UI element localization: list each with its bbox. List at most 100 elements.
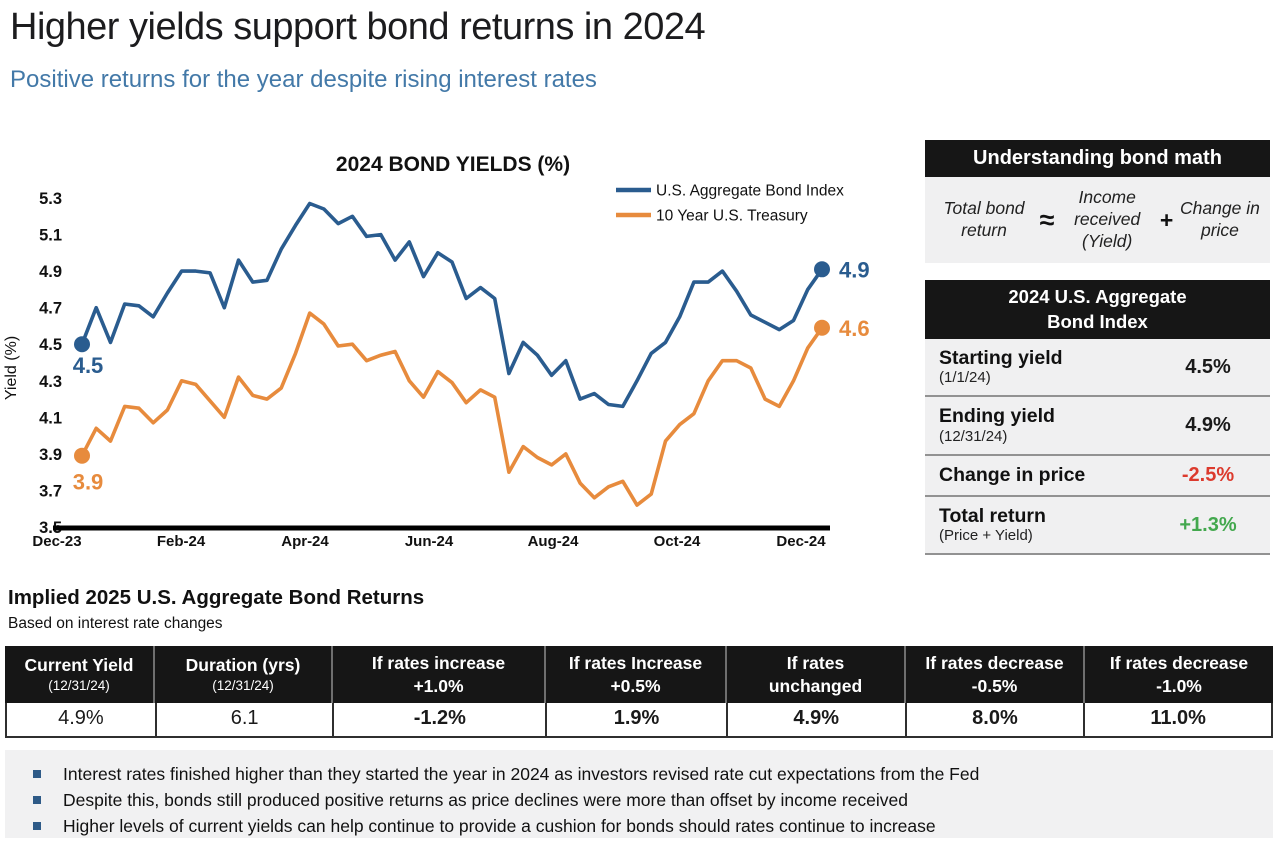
table-header-cell: Current Yield (12/31/24) [5,646,155,703]
summary-row-label: Change in price [939,464,1086,487]
summary-row-label: Starting yield [939,347,1063,369]
bullet-text: Despite this, bonds still produced posit… [63,789,908,810]
y-axis-title: Yield (%) [3,336,20,400]
series-start-dot [74,336,90,353]
table-value-cell: 6.1 [156,703,335,736]
legend-label: U.S. Aggregate Bond Index [656,183,844,200]
series-line-treasury [80,311,824,507]
key-takeaways: Interest rates finished higher than they… [5,750,1273,838]
y-tick-label: 4.5 [39,336,62,354]
x-tick-label: Apr-24 [281,533,329,550]
bullet-square-icon [33,769,41,778]
y-tick-label: 4.9 [39,263,62,281]
y-tick-label: 3.5 [39,519,62,537]
bond-math-formula: Total bond return ≈ Income received (Yie… [925,177,1270,263]
series-start-value-label: 4.5 [73,353,104,378]
table-header-cell: If rates Increase +0.5% [546,646,727,703]
summary-rows: Starting yield (1/1/24) 4.5% Ending yield (1… [925,339,1270,556]
header-line2: +1.0% [413,675,464,696]
header-line2: unchanged [768,675,863,696]
aggregate-index-summary-panel: 2024 U.S. Aggregate Bond Index Starting … [925,280,1270,556]
x-tick-label: Dec-24 [776,533,826,550]
header-line2: -0.5% [971,675,1018,696]
summary-row-label: Total return [939,504,1046,527]
table-value-cell: -1.2% [334,703,548,736]
table-header-cell: Duration (yrs) (12/31/24) [155,646,333,703]
bond-yields-chart: 2024 BOND YIELDS (%) 3.5 3.7 3.9 4.1 4.3 4.5 4.… [3,153,870,550]
x-tick-label: Aug-24 [528,533,579,550]
series-end-value-label: 4.9 [839,257,870,282]
table-header-cell: If rates increase +1.0% [333,646,546,703]
page-title: Higher yields support bond returns in 20… [10,6,706,48]
series-end-dot [814,319,830,336]
header-line2: -1.0% [1156,675,1202,696]
header-line1: If rates decrease [925,652,1064,673]
y-tick-label: 4.1 [39,409,62,427]
plus-symbol: + [1159,206,1174,233]
table-header-cell: If rates decrease -0.5% [906,646,1085,703]
summary-row: Change in price -2.5% [925,455,1270,497]
header-line1: Current Yield [24,655,134,676]
formula-term-price-change: Change in price [1180,198,1260,240]
table-value-cell: 1.9% [547,703,728,736]
header-line1: If rates [786,652,845,673]
series-start-dot [74,447,90,464]
summary-row: Ending yield (12/31/24) 4.9% [925,397,1270,456]
summary-row-value: -2.5% [1181,463,1235,486]
y-tick-label: 3.7 [39,482,62,500]
table-value-cell: 4.9% [727,703,907,736]
y-tick-label: 5.1 [39,227,62,245]
x-tick-label: Feb-24 [157,533,206,550]
bullet-item: Higher levels of current yields can help… [5,813,1273,839]
header-line2: +0.5% [610,675,661,696]
y-tick-label: 4.7 [39,300,62,318]
implied-returns-subtitle: Based on interest rate changes [8,615,223,632]
bullet-square-icon [33,795,41,804]
series-end-dot [814,261,830,278]
summary-row-value: +1.3% [1179,513,1237,536]
page-subtitle: Positive returns for the year despite ri… [10,66,597,93]
header-line1: If rates decrease [1109,652,1249,673]
summary-row-sublabel: (Price + Yield) [939,527,1033,545]
formula-term-income: Income received (Yield) [1074,187,1141,251]
x-tick-label: Jun-24 [405,533,454,550]
summary-row-value: 4.9% [1185,414,1231,437]
formula-term-total-return: Total bond return [943,198,1025,240]
summary-row: Total return (Price + Yield) +1.3% [925,496,1270,556]
table-value-cell: 4.9% [7,703,157,736]
y-tick-label: 5.3 [39,190,62,208]
table-value-cell: 11.0% [1085,703,1273,736]
summary-row-sublabel: (1/1/24) [939,369,991,387]
legend-label: 10 Year U.S. Treasury [656,208,808,225]
series-start-value-label: 3.9 [73,470,104,495]
implied-returns-title: Implied 2025 U.S. Aggregate Bond Returns [8,586,425,609]
table-header-cell: If rates unchanged [727,646,906,703]
implied-returns-table: Current Yield (12/31/24) Duration (yrs) (12… [5,646,1273,738]
summary-row-label: Ending yield [939,405,1055,428]
table-header-cell: If rates decrease -1.0% [1085,646,1273,703]
summary-row: Starting yield (1/1/24) 4.5% [925,339,1270,398]
header-line1: Duration (yrs) [185,655,301,676]
approx-equals-symbol: ≈ [1039,204,1055,235]
bond-math-panel: Understanding bond math Total bond retur… [925,140,1270,263]
bullet-text: Higher levels of current yields can help… [63,815,936,836]
header-line1: If rates increase [371,652,506,673]
series-line-aggregate [80,201,824,409]
table-value-cell: 8.0% [906,703,1086,736]
bullet-item: Despite this, bonds still produced posit… [5,787,1273,813]
x-tick-label: Dec-23 [32,533,81,550]
header-line2: (12/31/24) [212,678,274,694]
bullet-square-icon [33,821,41,830]
y-tick-label: 4.3 [39,373,62,391]
bullet-text: Interest rates finished higher than they… [63,763,980,784]
header-line2: (12/31/24) [48,678,110,694]
header-line1: If rates Increase [568,652,703,673]
chart-title: 2024 BOND YIELDS (%) [336,153,570,176]
summary-header: 2024 U.S. Aggregate Bond Index [925,280,1270,339]
series-end-value-label: 4.6 [839,316,870,341]
x-tick-label: Oct-24 [654,533,701,550]
bond-math-header: Understanding bond math [925,140,1270,177]
summary-row-sublabel: (12/31/24) [939,427,1008,445]
bullet-item: Interest rates finished higher than they… [5,761,1273,787]
